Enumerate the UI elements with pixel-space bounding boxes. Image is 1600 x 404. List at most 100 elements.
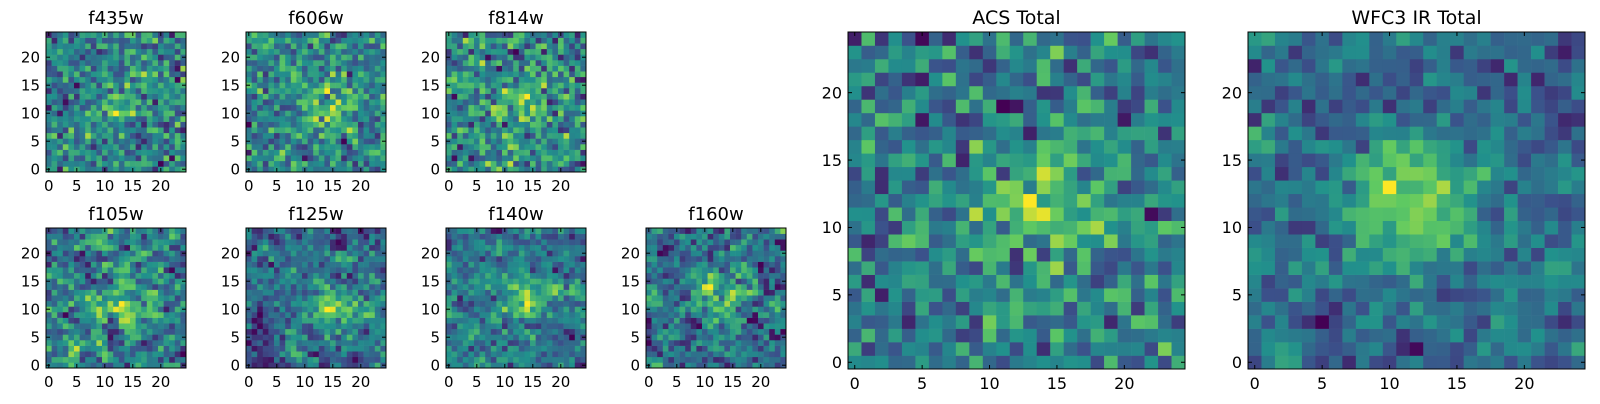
heatmap-cell — [319, 32, 325, 38]
heatmap-cell — [108, 88, 114, 94]
heatmap-cell — [175, 161, 181, 167]
heatmap-cell — [929, 275, 943, 289]
heatmap-cell — [496, 301, 502, 307]
heatmap-cell — [508, 54, 514, 60]
heatmap-cell — [541, 150, 547, 156]
heatmap-cell — [285, 245, 291, 251]
heatmap-cell — [341, 301, 347, 307]
heatmap-cell — [158, 71, 164, 77]
heatmap-cell — [91, 340, 97, 346]
heatmap-cell — [956, 315, 970, 329]
heatmap-cell — [175, 155, 181, 161]
heatmap-cell — [536, 340, 542, 346]
heatmap-cell — [280, 318, 286, 324]
heatmap-cell — [558, 161, 564, 167]
heatmap-cell — [564, 116, 570, 122]
heatmap-cell — [491, 239, 497, 245]
heatmap-cell — [713, 346, 719, 352]
heatmap-cell — [330, 66, 336, 72]
heatmap-cell — [558, 155, 564, 161]
heatmap-cell — [158, 318, 164, 324]
heatmap-cell — [902, 194, 916, 208]
heatmap-cell — [380, 99, 386, 105]
heatmap-cell — [252, 250, 258, 256]
heatmap-cell — [102, 290, 108, 296]
heatmap-cell — [319, 110, 325, 116]
heatmap-cell — [474, 334, 480, 340]
heatmap-cell — [541, 155, 547, 161]
heatmap-cell — [558, 82, 564, 88]
heatmap-cell — [358, 290, 364, 296]
heatmap-cell — [369, 71, 375, 77]
heatmap-cell — [113, 99, 119, 105]
heatmap-cell — [130, 105, 136, 111]
heatmap-cell — [741, 239, 747, 245]
heatmap-cell — [552, 38, 558, 44]
heatmap-cell — [280, 150, 286, 156]
heatmap-cell — [569, 161, 575, 167]
heatmap-cell — [113, 155, 119, 161]
heatmap-cell — [341, 329, 347, 335]
heatmap-cell — [102, 278, 108, 284]
heatmap-cell — [536, 105, 542, 111]
heatmap-cell — [680, 295, 686, 301]
heatmap-cell — [369, 138, 375, 144]
heatmap-cell — [152, 318, 158, 324]
heatmap-cell — [252, 262, 258, 268]
heatmap-cell — [580, 94, 586, 100]
heatmap-cell — [141, 54, 147, 60]
heatmap-cell — [668, 290, 674, 296]
heatmap-cell — [136, 267, 142, 273]
heatmap-cell — [358, 329, 364, 335]
heatmap-cell — [291, 43, 297, 49]
heatmap-cell — [491, 295, 497, 301]
heatmap-cell — [285, 334, 291, 340]
heatmap-cell — [547, 273, 553, 279]
heatmap-cell — [274, 43, 280, 49]
heatmap-cell — [352, 357, 358, 363]
heatmap-cell — [164, 127, 170, 133]
heatmap-cell — [85, 284, 91, 290]
heatmap-cell — [741, 262, 747, 268]
heatmap-cell — [57, 357, 63, 363]
heatmap-cell — [724, 295, 730, 301]
heatmap-cell — [108, 82, 114, 88]
heatmap-cell — [769, 306, 775, 312]
heatmap-cell — [369, 329, 375, 335]
heatmap-cell — [91, 357, 97, 363]
heatmap-cell — [108, 150, 114, 156]
heatmap-cell — [513, 110, 519, 116]
heatmap-cell — [558, 301, 564, 307]
heatmap-cell — [752, 290, 758, 296]
heatmap-cell — [330, 234, 336, 240]
heatmap-cell — [875, 153, 889, 167]
heatmap-cell — [52, 262, 58, 268]
heatmap-cell — [263, 155, 269, 161]
heatmap-cell — [780, 312, 786, 318]
heatmap-cell — [491, 66, 497, 72]
heatmap-cell — [352, 166, 358, 172]
heatmap-cell — [1145, 248, 1159, 262]
heatmap-cell — [513, 267, 519, 273]
heatmap-cell — [341, 88, 347, 94]
heatmap-cell — [580, 323, 586, 329]
heatmap-cell — [491, 138, 497, 144]
heatmap-cell — [130, 334, 136, 340]
heatmap-cell — [141, 228, 147, 234]
heatmap-cell — [915, 153, 929, 167]
heatmap-cell — [358, 66, 364, 72]
heatmap-cell — [46, 318, 52, 324]
heatmap-cell — [252, 278, 258, 284]
heatmap-cell — [91, 43, 97, 49]
heatmap-cell — [657, 262, 663, 268]
heatmap-cell — [108, 77, 114, 83]
heatmap-cell — [102, 94, 108, 100]
heatmap-cell — [502, 318, 508, 324]
heatmap-cell — [375, 318, 381, 324]
heatmap-cell — [119, 71, 125, 77]
heatmap-cell — [274, 133, 280, 139]
heatmap-cell — [57, 161, 63, 167]
heatmap-cell — [780, 329, 786, 335]
heatmap-cell — [63, 329, 69, 335]
heatmap-cell — [747, 329, 753, 335]
